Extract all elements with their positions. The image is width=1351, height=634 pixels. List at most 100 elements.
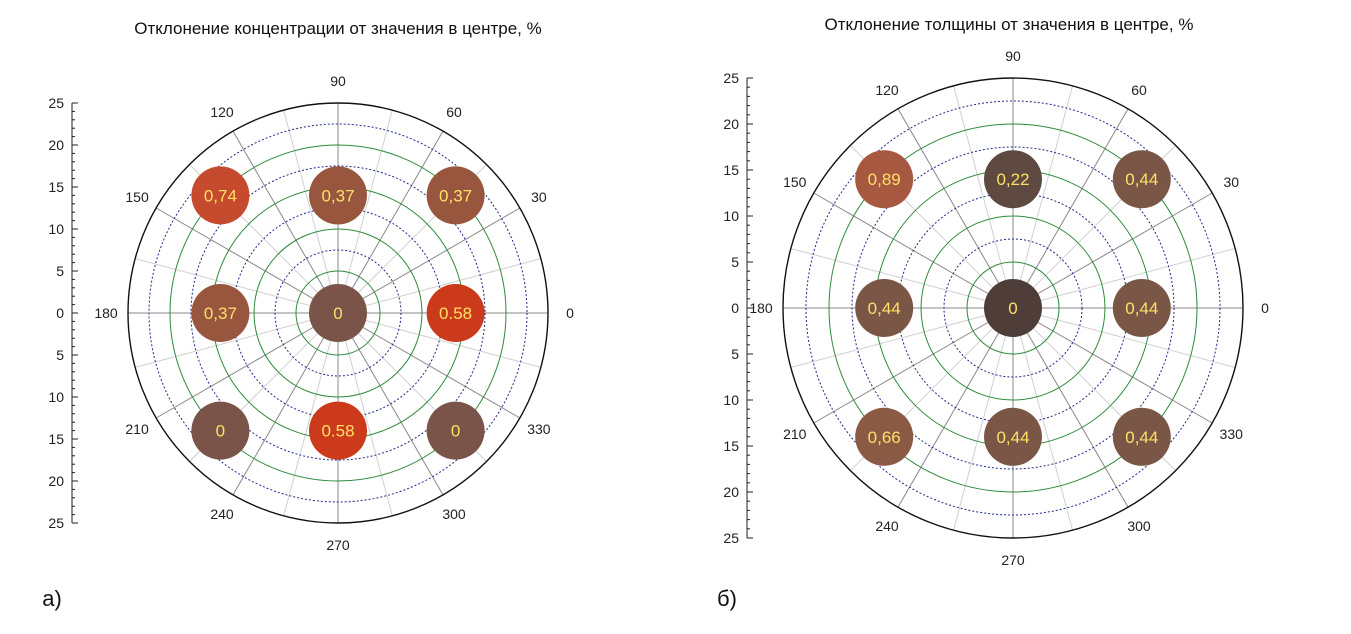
angle-label-150: 150: [783, 174, 807, 190]
axis-tick-label: 0: [731, 300, 739, 316]
radial-spoke: [952, 307, 1014, 531]
radial-spoke: [337, 258, 541, 314]
grid-circle-minor: [943, 238, 1083, 378]
angle-label-180: 180: [94, 305, 118, 321]
data-point-marker: [855, 150, 914, 209]
data-point-marker: [426, 401, 485, 460]
polar-chart-1: Отклонение концентрации от значения в це…: [42, 19, 574, 611]
angle-label-0: 0: [566, 305, 574, 321]
data-point-label: 0,74: [204, 186, 237, 205]
polar-outline: [782, 77, 1244, 539]
panel-label: а): [42, 586, 62, 611]
radial-spoke: [1012, 85, 1074, 309]
grid-circle-minor: [190, 165, 486, 461]
data-point-marker: [1112, 279, 1171, 337]
grid-circle-major: [295, 270, 381, 356]
data-point: 0,44: [1112, 407, 1171, 466]
panel-label: б): [717, 586, 737, 611]
data-point-marker: [855, 279, 914, 337]
angle-label-300: 300: [442, 506, 466, 522]
angle-label-240: 240: [875, 518, 899, 534]
axis-tick-label: 25: [723, 70, 739, 86]
axis-tick-label: 25: [48, 515, 64, 531]
data-point: 0,66: [855, 407, 914, 466]
angle-label-60: 60: [446, 104, 462, 120]
data-point-label: 0,37: [439, 186, 472, 205]
data-point-marker: [1112, 407, 1171, 466]
axis-tick-label: 15: [723, 438, 739, 454]
angle-label-210: 210: [125, 421, 149, 437]
radial-spoke: [283, 110, 339, 314]
data-point-label: 0.58: [439, 304, 472, 323]
data-point: 0,22: [984, 150, 1042, 209]
data-point-marker: [984, 279, 1042, 337]
axis-tick-label: 25: [48, 95, 64, 111]
radial-spoke: [232, 130, 339, 314]
angle-label-270: 270: [326, 537, 350, 553]
data-point: 0: [426, 401, 485, 460]
radial-spoke: [135, 312, 339, 368]
angle-label-180: 180: [749, 300, 773, 316]
data-point-marker: [191, 401, 250, 460]
data-point-marker: [191, 284, 250, 342]
data-point-marker: [1112, 150, 1171, 209]
data-point-marker: [309, 401, 367, 460]
data-point-marker: [191, 166, 250, 225]
angle-label-240: 240: [210, 506, 234, 522]
data-point: 0: [984, 279, 1042, 337]
data-point-label: 0,44: [868, 299, 901, 318]
axis-tick-label: 10: [48, 389, 64, 405]
polar-chart-2: Отклонение толщины от значения в центре,…: [717, 15, 1269, 611]
axis-tick-label: 10: [723, 208, 739, 224]
radial-spoke: [790, 247, 1014, 309]
data-point: 0,37: [309, 166, 367, 225]
radial-spoke: [1012, 247, 1236, 309]
data-point-label: 0,22: [996, 170, 1029, 189]
data-point: 0,37: [191, 284, 250, 342]
data-point: 0,44: [984, 407, 1042, 466]
data-point-marker: [984, 407, 1042, 466]
data-point: 0,44: [855, 279, 914, 337]
axis-tick-label: 5: [731, 254, 739, 270]
data-point-label: 0,44: [1125, 428, 1158, 447]
radial-spoke: [790, 307, 1014, 369]
radial-spoke: [337, 312, 521, 419]
radial-spoke: [1012, 307, 1074, 531]
radial-spoke: [952, 85, 1014, 309]
data-point-label: 0,37: [204, 304, 237, 323]
data-point-label: 0,37: [321, 186, 354, 205]
data-point: 0: [191, 401, 250, 460]
data-point-label: 0,44: [996, 428, 1029, 447]
angle-label-0: 0: [1261, 300, 1269, 316]
axis-tick-label: 10: [48, 221, 64, 237]
axis-tick-label: 5: [56, 347, 64, 363]
angle-label-270: 270: [1001, 552, 1025, 568]
data-point-marker: [309, 284, 367, 342]
grid-circle-major: [253, 228, 423, 398]
data-point-label: 0,89: [868, 170, 901, 189]
data-point: 0,37: [426, 166, 485, 225]
data-point-marker: [426, 284, 485, 342]
angle-label-120: 120: [875, 82, 899, 98]
chart-title: Отклонение толщины от значения в центре,…: [825, 15, 1194, 34]
data-point-label: 0,66: [868, 428, 901, 447]
data-point: 0,74: [191, 166, 250, 225]
axis-tick-label: 5: [56, 263, 64, 279]
grid-circle-major: [169, 144, 507, 482]
radial-spoke: [155, 312, 339, 419]
data-point-label: 0: [216, 422, 225, 441]
data-point: 0: [309, 284, 367, 342]
angle-label-300: 300: [1127, 518, 1151, 534]
grid-circle-minor: [274, 249, 402, 377]
data-point-label: 0: [1008, 299, 1017, 318]
radial-spoke: [337, 312, 541, 368]
data-point-marker: [426, 166, 485, 225]
data-point-marker: [855, 407, 914, 466]
angle-label-210: 210: [783, 426, 807, 442]
polar-outline: [127, 102, 549, 524]
axis-tick-label: 15: [48, 179, 64, 195]
axis-tick-label: 5: [731, 346, 739, 362]
radial-spoke: [1012, 307, 1236, 369]
data-point-label: 0,44: [1125, 170, 1158, 189]
axis-tick-label: 0: [56, 305, 64, 321]
